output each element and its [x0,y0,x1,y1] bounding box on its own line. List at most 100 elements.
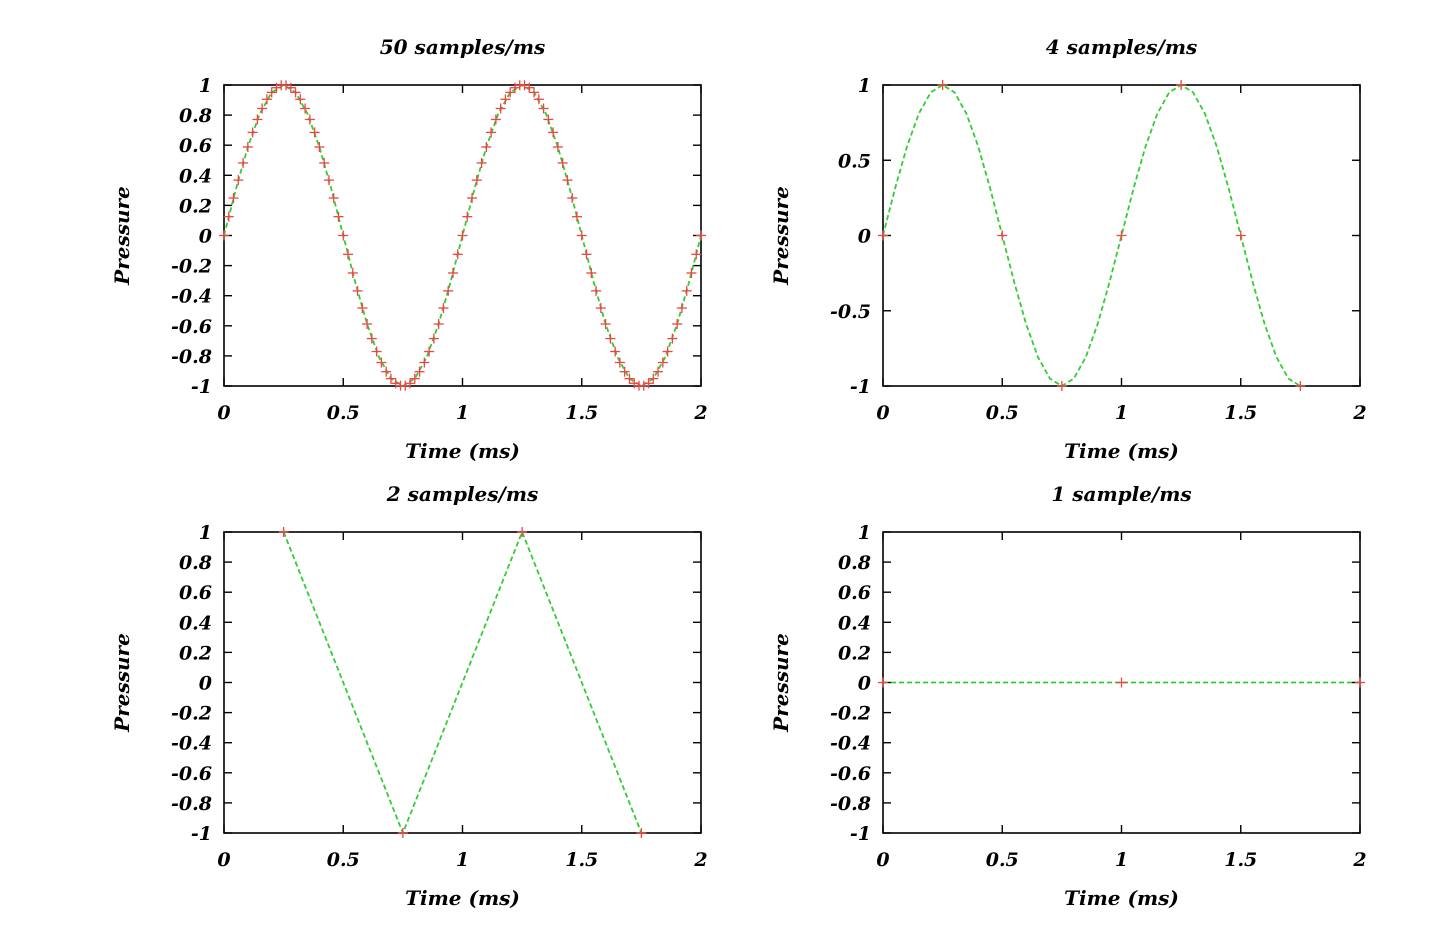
data-point-marker [457,230,468,241]
y-tick-label: 0 [199,673,212,695]
y-tick-label: 0.4 [179,165,212,187]
data-point-marker [586,267,597,278]
data-point-marker [1116,677,1127,688]
data-point-marker [343,249,354,260]
y-tick-label: -0.4 [171,286,212,308]
data-point-marker [543,114,554,125]
x-tick-label: 1.5 [565,402,598,424]
data-point-marker [610,346,621,357]
data-point-marker [309,127,320,138]
x-tick-label: 0.5 [986,402,1019,424]
y-tick-label: 1 [858,522,871,544]
plot-frame [223,531,702,834]
y-tick-label: 1 [858,75,871,97]
data-point-marker [405,378,416,389]
data-point-marker [319,157,330,168]
data-point-marker [667,333,678,344]
x-axis-label: Time (ms) [1064,886,1179,910]
data-point-marker [352,285,363,296]
data-point-marker [657,357,668,368]
data-point-marker [371,346,382,357]
data-point-marker [614,357,625,368]
y-tick-label: 0.6 [838,582,871,604]
y-tick-label: -0.8 [171,793,212,815]
data-point-marker [681,285,692,296]
data-point-marker [414,366,425,377]
x-axis-label: Time (ms) [405,886,520,910]
y-tick-label: -0.8 [830,793,871,815]
x-tick-label: 2 [1352,849,1366,871]
x-tick-label: 1.5 [565,849,598,871]
y-axis-label: Pressure [110,186,134,286]
data-point-marker [257,103,268,114]
data-point-marker [591,285,602,296]
series-line [282,531,643,834]
data-point-marker [538,103,549,114]
data-point-marker [517,527,528,537]
chart-title: 2 samples/ms [386,482,539,506]
data-point-marker [624,373,635,384]
data-point-marker [385,373,396,384]
data-point-marker [295,94,306,105]
x-tick-label: 0 [217,849,230,871]
series-line [882,84,1301,387]
data-point-marker [397,828,408,838]
y-tick-label: -0.6 [171,316,212,338]
data-point-marker [1176,80,1187,90]
data-point-marker [278,527,289,537]
data-point-marker [562,175,573,186]
x-tick-label: 1 [1115,402,1128,424]
x-tick-label: 0.5 [986,849,1019,871]
data-point-marker [381,366,392,377]
y-tick-label: 0.8 [838,552,871,574]
y-tick-label: 0 [858,226,871,248]
x-axis-label: Time (ms) [1064,439,1179,463]
chart-title: 4 samples/ms [1046,35,1198,59]
data-point-marker [552,142,563,153]
data-point-marker [676,303,687,314]
data-point-marker [452,249,463,260]
data-point-marker [937,80,948,90]
data-point-marker [228,193,239,204]
data-point-marker [376,357,387,368]
data-point-marker [648,373,659,384]
data-point-marker [636,828,647,838]
data-point-marker [447,267,458,278]
x-tick-label: 1 [1115,849,1128,871]
y-tick-label: -0.5 [830,301,871,323]
data-point-marker [219,230,229,241]
chart-panel-4: 1 sample/ms 0 0.5 1 1.5 2 1 0.8 0.6 0.4 0.2 0 -0.2 -0… [769,482,1367,910]
y-tick-label: 1 [199,522,212,544]
y-tick-label: -0.2 [830,703,871,725]
data-point-marker [428,333,439,344]
x-axis-label: Time (ms) [405,439,520,463]
data-point-marker [576,230,587,241]
data-point-marker [1295,381,1306,391]
data-point-marker [476,157,487,168]
data-point-marker [238,157,249,168]
x-tick-label: 1.5 [1224,849,1257,871]
y-tick-label: 0 [858,673,871,695]
data-point-marker [691,249,702,260]
data-point-marker [223,211,234,222]
data-point-marker [567,193,578,204]
y-tick-label: 0.8 [179,552,212,574]
y-axis-label: Pressure [769,186,793,286]
y-tick-label: 1 [199,75,212,97]
data-point-marker [400,380,411,391]
y-tick-label: -1 [191,376,212,398]
data-point-marker [643,378,654,389]
x-tick-label: 0.5 [327,402,360,424]
data-point-marker [686,267,697,278]
y-tick-label: 0.2 [838,642,871,664]
x-tick-label: 1 [456,849,469,871]
data-point-marker [424,346,435,357]
data-point-marker [467,193,478,204]
data-point-marker [672,318,683,329]
y-tick-label: 0.2 [179,642,212,664]
data-point-marker [1355,677,1365,688]
data-point-marker [271,82,282,93]
data-point-marker [653,366,664,377]
y-tick-label: 0 [199,226,212,248]
